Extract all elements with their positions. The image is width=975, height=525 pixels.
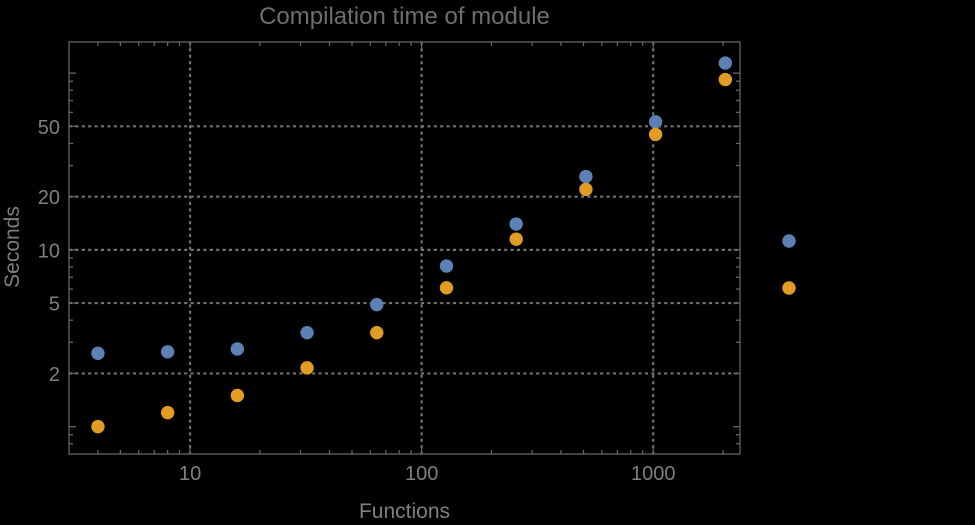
x-axis-label: Functions [358,500,451,523]
y-axis-label: Seconds [1,206,24,288]
x-tick-label: 10 [179,463,201,485]
legend-marker-series1 [782,234,796,248]
data-point-series1 [91,346,105,360]
data-point-series1 [370,297,384,312]
data-point-series2 [91,419,105,434]
y-tick-label: 10 [38,240,60,262]
data-point-series1 [718,56,733,70]
y-tick-label: 20 [38,187,60,209]
data-point-series1 [439,259,454,273]
legend-marker-series2 [782,281,796,295]
data-point-series2 [648,127,663,142]
x-tick-label: 1000 [631,463,676,485]
data-point-series1 [300,325,314,340]
data-point-series1 [648,115,663,129]
y-tick-label: 2 [49,364,60,386]
data-point-series1 [579,169,593,184]
plot-frame [68,41,741,455]
data-point-series2 [579,182,593,197]
y-tick-label: 5 [49,294,60,316]
data-point-series1 [160,345,175,359]
data-point-series1 [230,342,245,356]
data-point-series2 [439,281,454,295]
data-point-series2 [300,361,314,375]
data-point-series2 [718,72,733,87]
data-point-series1 [509,217,523,231]
data-point-series2 [160,405,175,420]
y-tick-label: 50 [38,117,60,139]
x-tick-label: 100 [405,463,438,485]
data-point-series2 [509,232,523,246]
data-point-series2 [230,388,245,403]
data-point-series2 [370,325,384,340]
chart-title: Compilation time of module [259,3,550,30]
